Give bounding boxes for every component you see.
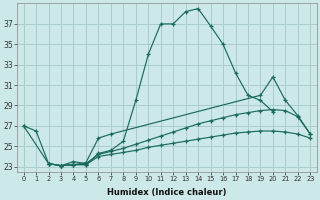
X-axis label: Humidex (Indice chaleur): Humidex (Indice chaleur): [107, 188, 227, 197]
